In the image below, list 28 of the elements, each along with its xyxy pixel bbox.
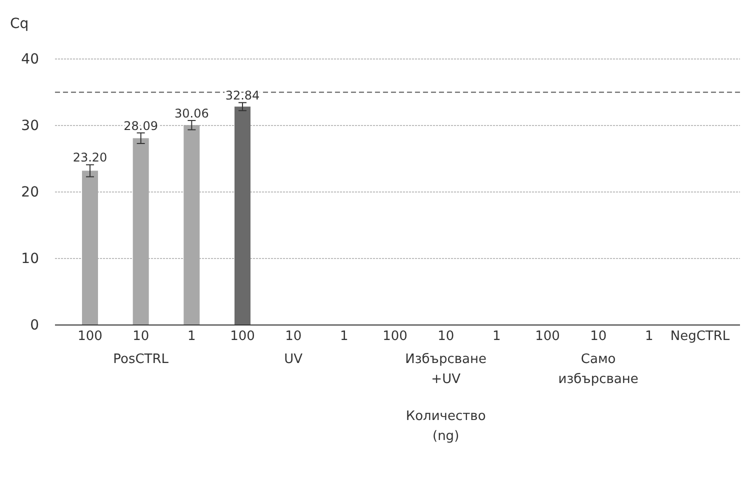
y-tick-label: 30 [21, 118, 39, 134]
x-tick-label: 100 [230, 329, 255, 344]
data-label: 23.20 [72, 150, 108, 165]
y-tick-label: 40 [21, 51, 39, 68]
data-label: 30.06 [174, 106, 209, 120]
y-axis-title: Cq [10, 16, 29, 32]
x-tick-label: 100 [382, 329, 408, 344]
x-tick-label: 10 [132, 329, 150, 344]
x-tick-label: 1 [188, 329, 196, 344]
x-tick-label: 100 [535, 329, 560, 344]
text: PosCTRL [113, 352, 170, 367]
x-tick-label: 10 [590, 329, 607, 344]
data-label: 32.84 [225, 88, 260, 103]
y-tick-label: 10 [21, 250, 39, 267]
x-tick-label: 10 [438, 329, 454, 344]
x-tick-label: 1 [340, 329, 348, 344]
x-tick-label: 100 [78, 329, 102, 344]
y-tick-label: 20 [21, 184, 39, 200]
text: Количество (ng) [406, 409, 486, 444]
x-tick-label: 1 [492, 329, 501, 344]
x-tick-label: 10 [285, 329, 302, 344]
text: UV [284, 352, 303, 367]
text: Избърсване +UV [405, 352, 487, 387]
x-tick-label: 1 [645, 329, 654, 344]
text: Само избърсване [558, 352, 638, 387]
y-tick-label: 0 [30, 317, 39, 334]
data-label: 28.09 [124, 118, 158, 133]
x-tick-label: NegCTRL [670, 329, 730, 344]
